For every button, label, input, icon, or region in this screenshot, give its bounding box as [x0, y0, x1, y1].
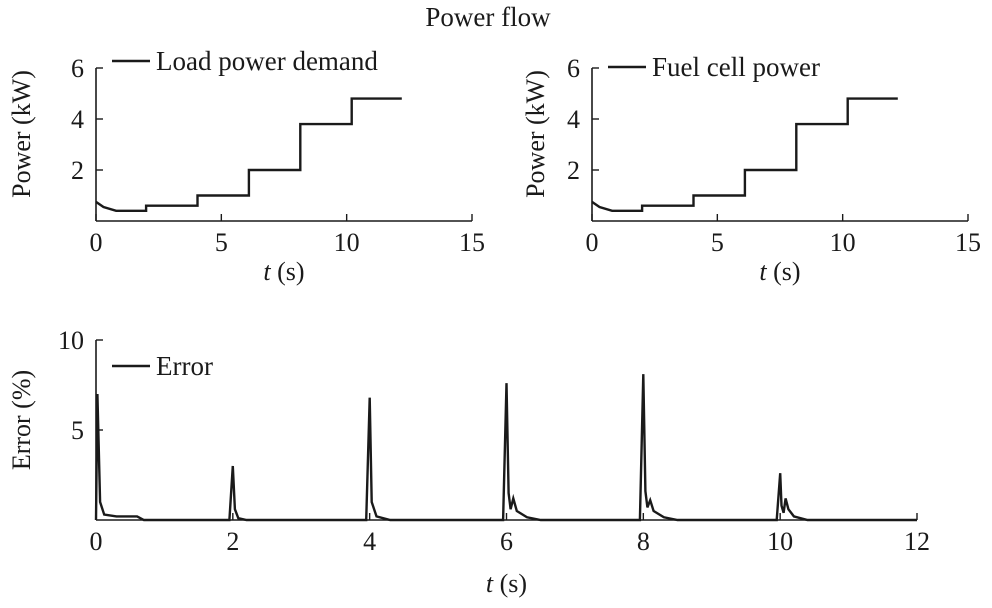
figure-title: Power flow [425, 2, 551, 32]
x-axis-label-unit: (s) [493, 569, 527, 598]
y-tick-label: 6 [567, 54, 580, 83]
series-line-error [94, 374, 917, 522]
x-tick-label: 10 [334, 228, 360, 257]
y-tick-label: 2 [71, 156, 84, 185]
x-axis-label: t (s) [486, 569, 527, 598]
x-axis-label-unit: (s) [271, 257, 305, 286]
x-tick-label: 5 [711, 228, 724, 257]
series-line-fuel-cell-power [591, 97, 898, 213]
y-tick-label: 10 [58, 326, 84, 355]
x-tick-label: 0 [90, 527, 103, 556]
y-tick-label: 4 [71, 105, 84, 134]
x-tick-label: 10 [767, 527, 793, 556]
x-axis-label: t (s) [759, 257, 800, 286]
y-axis-label: Error (%) [7, 370, 36, 470]
legend-label: Load power demand [156, 46, 378, 76]
x-tick-label: 0 [90, 228, 103, 257]
x-tick-label: 5 [215, 228, 228, 257]
x-tick-label: 0 [586, 228, 599, 257]
x-tick-label: 2 [226, 527, 239, 556]
chart-3: 0 2 4 6 8 10 12 5 10 t (s) Error (%) Error [7, 326, 930, 598]
x-axis-label-variable: t [486, 569, 494, 598]
x-tick-label: 10 [830, 228, 856, 257]
x-tick-label: 6 [500, 527, 513, 556]
y-axis-label: Power (kW) [7, 70, 36, 198]
y-tick-label: 2 [567, 156, 580, 185]
chart-2: 0 5 10 15 2 4 6 t (s) Power (kW) Fuel cell power [521, 52, 981, 286]
x-tick-label: 8 [637, 527, 650, 556]
x-axis-label-unit: (s) [767, 257, 801, 286]
y-tick-label: 5 [71, 416, 84, 445]
x-tick-label: 4 [363, 527, 376, 556]
legend-label: Error [156, 351, 213, 381]
y-tick-label: 4 [567, 105, 580, 134]
chart-1: 0 5 10 15 2 4 6 t (s) Power (kW) Load power deman… [7, 46, 485, 286]
x-tick-label: 12 [904, 527, 930, 556]
x-axis-label: t (s) [263, 257, 304, 286]
series-line-load-power-demand [95, 97, 402, 213]
x-axis-label-variable: t [263, 257, 271, 286]
x-tick-label: 15 [459, 228, 485, 257]
x-axis-label-variable: t [759, 257, 767, 286]
y-tick-label: 6 [71, 54, 84, 83]
legend-label: Fuel cell power [652, 52, 820, 82]
y-axis-label: Power (kW) [521, 70, 550, 198]
x-tick-label: 15 [955, 228, 981, 257]
